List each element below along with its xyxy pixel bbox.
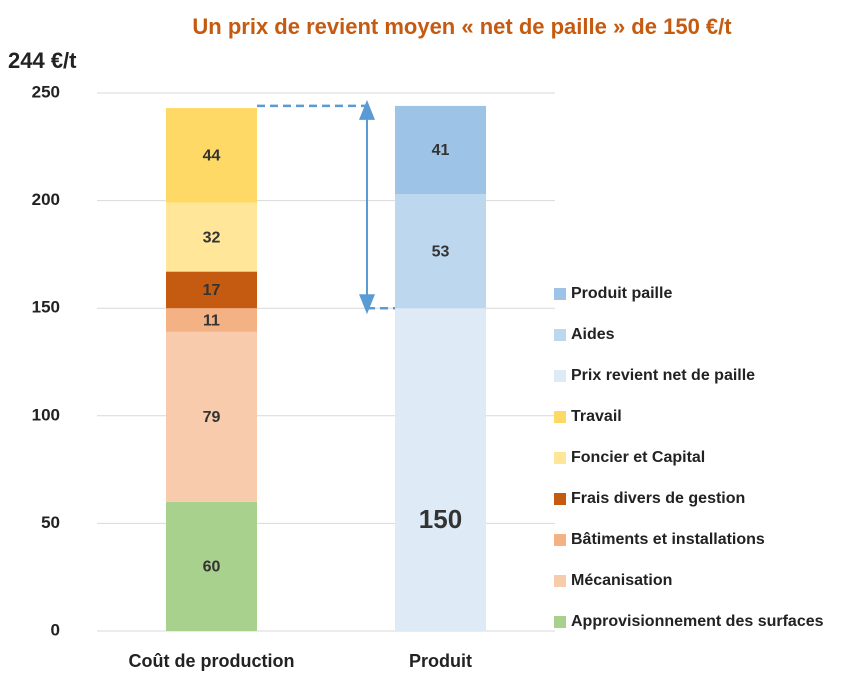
y-tick-label: 50 <box>41 513 60 532</box>
legend-swatch <box>554 411 566 423</box>
legend-label: Produit paille <box>571 285 672 302</box>
legend-swatch <box>554 329 566 341</box>
legend-swatch <box>554 288 566 300</box>
x-tick-label: Coût de production <box>129 651 295 671</box>
y-tick-label: 100 <box>32 405 60 424</box>
legend-label: Travail <box>571 408 622 425</box>
value-label: 79 <box>203 409 221 426</box>
legend-label: Mécanisation <box>571 572 672 589</box>
y-tick-label: 250 <box>32 82 60 101</box>
x-tick-label: Produit <box>409 651 472 671</box>
legend-swatch <box>554 493 566 505</box>
value-label: 41 <box>432 142 450 159</box>
value-label: 53 <box>432 243 450 260</box>
legend-label: Aides <box>571 326 615 343</box>
bar-segment <box>395 105 486 195</box>
y-tick-label: 150 <box>32 298 60 317</box>
bar-segment <box>395 194 486 309</box>
bar-segment <box>166 501 257 631</box>
value-label: 44 <box>203 148 221 165</box>
bar-segment <box>166 331 257 502</box>
bar-segment <box>395 308 486 631</box>
y-tick-label: 0 <box>51 620 60 639</box>
legend-swatch <box>554 452 566 464</box>
legend-swatch <box>554 575 566 587</box>
legend-label: Prix revient net de paille <box>571 367 755 384</box>
value-label: 32 <box>203 229 221 246</box>
bar-segment <box>166 108 257 203</box>
legend-swatch <box>554 534 566 546</box>
bar-segment <box>166 202 257 272</box>
bar-segment <box>166 308 257 332</box>
legend-swatch <box>554 370 566 382</box>
y-tick-label: 200 <box>32 190 60 209</box>
value-label: 17 <box>203 282 221 299</box>
legend-label: Foncier et Capital <box>571 449 705 466</box>
annotation: 244 €/t <box>8 48 77 73</box>
value-label: 60 <box>203 559 221 576</box>
chart-title: Un prix de revient moyen « net de paille… <box>192 14 732 39</box>
legend-label: Frais divers de gestion <box>571 490 745 507</box>
bar-segment <box>166 271 257 309</box>
legend-label: Bâtiments et installations <box>571 531 765 548</box>
value-label: 11 <box>203 312 220 329</box>
value-label: 150 <box>419 504 462 534</box>
legend-swatch <box>554 616 566 628</box>
legend-label: Approvisionnement des surfaces <box>571 613 824 630</box>
